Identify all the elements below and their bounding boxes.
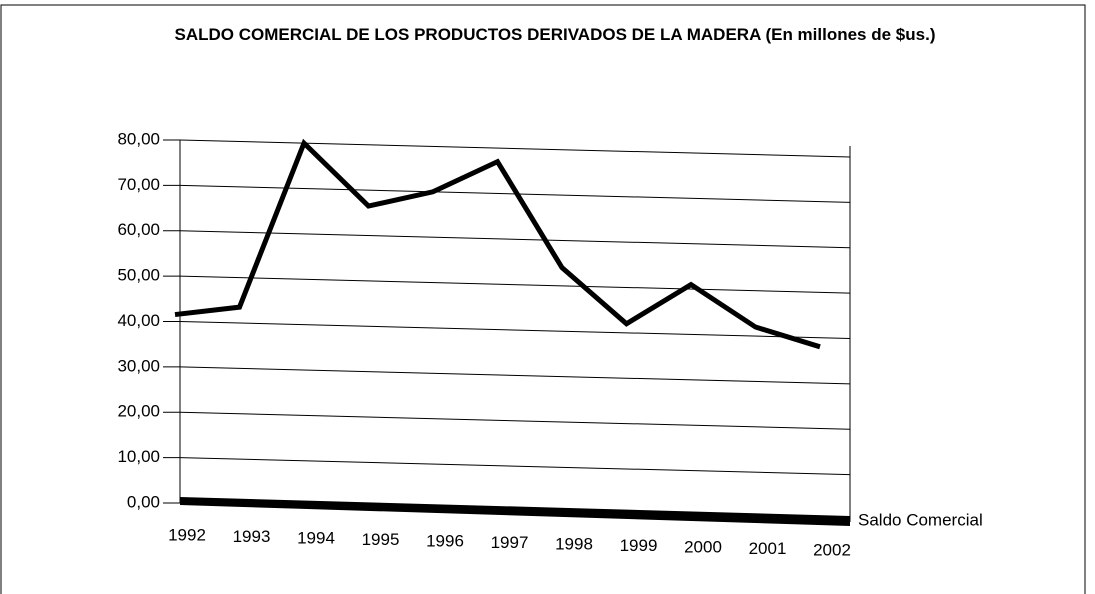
- y-tick-label: 50,00: [117, 266, 160, 285]
- grid-line: [179, 411, 851, 430]
- chart-title: SALDO COMERCIAL DE LOS PRODUCTOS DERIVAD…: [174, 25, 936, 44]
- y-tick-label: 0,00: [127, 492, 160, 511]
- x-tick-label: 2002: [813, 540, 851, 559]
- grid-line: [179, 139, 851, 158]
- y-tick-label: 30,00: [117, 356, 160, 375]
- y-tick-label: 20,00: [117, 402, 160, 421]
- x-tick-label: 1998: [555, 534, 593, 553]
- y-tick-label: 40,00: [117, 311, 160, 330]
- x-tick-label: 1995: [362, 530, 400, 549]
- grid-line: [179, 230, 851, 249]
- x-tick-label: 2000: [684, 537, 722, 556]
- series-line: [174, 138, 821, 350]
- y-tick-label: 10,00: [117, 447, 160, 466]
- frame: [0, 4, 1086, 594]
- series-label: Saldo Comercial: [858, 510, 983, 529]
- grid-line: [179, 366, 851, 385]
- x-tick-label: 1992: [168, 526, 206, 545]
- x-tick-label: 2001: [749, 539, 787, 558]
- x-tick-label: 1997: [491, 533, 529, 552]
- y-tick-label: 60,00: [117, 220, 160, 239]
- grid-line: [179, 275, 851, 294]
- grid-line: [179, 457, 851, 476]
- x-tick-label: 1993: [233, 527, 271, 546]
- grid-line: [179, 502, 851, 521]
- y-tick-label: 70,00: [117, 175, 160, 194]
- y-tick-label: 80,00: [117, 129, 160, 148]
- grid-line: [179, 321, 851, 339]
- x-tick-label: 1996: [426, 532, 464, 551]
- x-tick-label: 1994: [297, 529, 335, 548]
- x-tick-label: 1999: [620, 536, 658, 555]
